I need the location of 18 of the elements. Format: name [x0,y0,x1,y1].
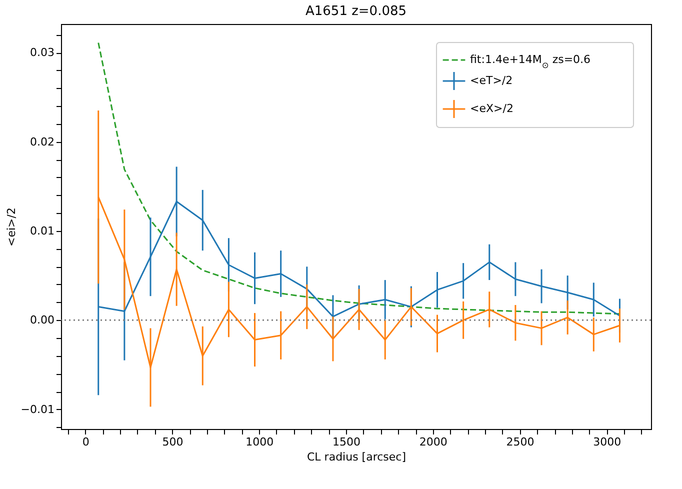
legend-label: <eX>/2 [470,102,514,115]
y-tick-label: 0.02 [30,135,54,148]
legend-label: <eT>/2 [470,74,513,87]
y-tick-label: 0.03 [30,46,54,60]
legend-label: fit:1.4e+14M$_{⊙}$ zs=0.6 [470,53,591,70]
x-tick-label: 0 [82,436,90,448]
y-tick-label: 0.00 [30,314,54,327]
x-axis-title: CL radius [arcsec] [306,450,406,464]
x-tick-label: 2000 [419,436,448,448]
x-tick-label: 500 [162,436,184,448]
x-tick-label: 1500 [332,436,361,448]
x-tick-label: 3000 [593,436,622,448]
chart-title: A1651 z=0.085 [305,4,407,19]
y-tick-label: 0.01 [30,224,54,238]
y-tick-label: −0.01 [20,402,54,416]
x-tick-label: 1000 [246,436,274,448]
y-axis-title: <ei>/2 [4,208,18,246]
x-tick-label: 2500 [506,436,534,448]
